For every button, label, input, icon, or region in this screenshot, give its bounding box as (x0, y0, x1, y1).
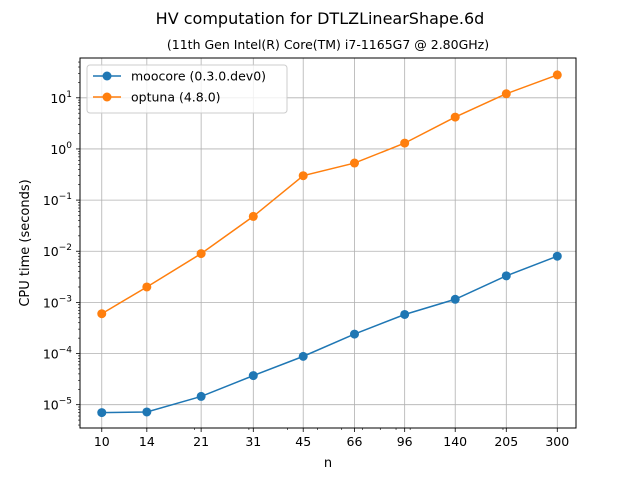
data-point-optuna (196, 249, 206, 259)
data-point-optuna (248, 211, 258, 221)
x-tick-label: 14 (139, 434, 155, 449)
data-point-optuna (450, 112, 460, 122)
legend-box (86, 64, 288, 114)
series-moocore (97, 251, 562, 418)
data-point-moocore (298, 351, 308, 361)
x-tick-label: 96 (397, 434, 413, 449)
y-tick-label: 10−1 (43, 192, 72, 208)
data-point-optuna (501, 89, 511, 99)
y-tick-label: 10−2 (43, 243, 72, 259)
data-point-moocore (501, 271, 511, 281)
grid-lines (80, 58, 576, 428)
x-axis: 10 14 21 31 45 66 96 140 205 300 (94, 428, 569, 449)
data-point-moocore (552, 251, 562, 261)
y-axis-label: CPU time (seconds) (18, 179, 33, 306)
data-point-moocore (349, 329, 359, 339)
series-line-optuna (101, 74, 558, 315)
y-tick-label: 10−5 (43, 397, 72, 413)
x-axis-label: n (324, 456, 332, 471)
legend-marker-optuna (102, 92, 112, 102)
data-point-moocore (97, 408, 107, 418)
y-axis: 10−5 10−4 10−3 10−2 10−1 100 101 (43, 90, 80, 413)
data-point-optuna (552, 70, 562, 80)
minor-ticks (78, 61, 504, 430)
data-point-optuna (97, 309, 107, 319)
y-tick-label: 10−4 (43, 346, 72, 362)
data-point-optuna (298, 171, 308, 181)
data-point-moocore (196, 391, 206, 401)
legend-label-optuna: optuna (4.8.0) (131, 90, 221, 105)
x-tick-label: 21 (193, 434, 209, 449)
y-tick-label: 100 (50, 141, 72, 157)
data-point-moocore (248, 371, 258, 381)
legend: moocore (0.3.0.dev0) optuna (4.8.0) (86, 64, 288, 114)
data-point-optuna (349, 158, 359, 168)
legend-label-moocore: moocore (0.3.0.dev0) (131, 69, 266, 84)
data-point-moocore (142, 407, 152, 417)
data-point-optuna (400, 138, 410, 148)
x-tick-label: 66 (347, 434, 363, 449)
y-tick-label: 10−3 (43, 294, 72, 310)
x-tick-label: 205 (494, 434, 518, 449)
plot-frame (79, 57, 577, 429)
x-tick-label: 10 (94, 434, 110, 449)
series-line-moocore (101, 255, 558, 414)
x-tick-label: 300 (545, 434, 569, 449)
data-point-optuna (142, 282, 152, 292)
series-layer (97, 70, 562, 418)
x-tick-label: 45 (295, 434, 311, 449)
legend-marker-moocore (102, 71, 112, 81)
chart-title: HV computation for DTLZLinearShape.6d (156, 9, 485, 28)
data-point-moocore (400, 309, 410, 319)
y-tick-label: 101 (50, 90, 72, 106)
data-point-moocore (450, 294, 460, 304)
series-optuna (97, 70, 562, 319)
x-tick-label: 140 (443, 434, 467, 449)
chart-subtitle: (11th Gen Intel(R) Core(TM) i7-1165G7 @ … (167, 37, 489, 52)
x-tick-label: 31 (245, 434, 261, 449)
